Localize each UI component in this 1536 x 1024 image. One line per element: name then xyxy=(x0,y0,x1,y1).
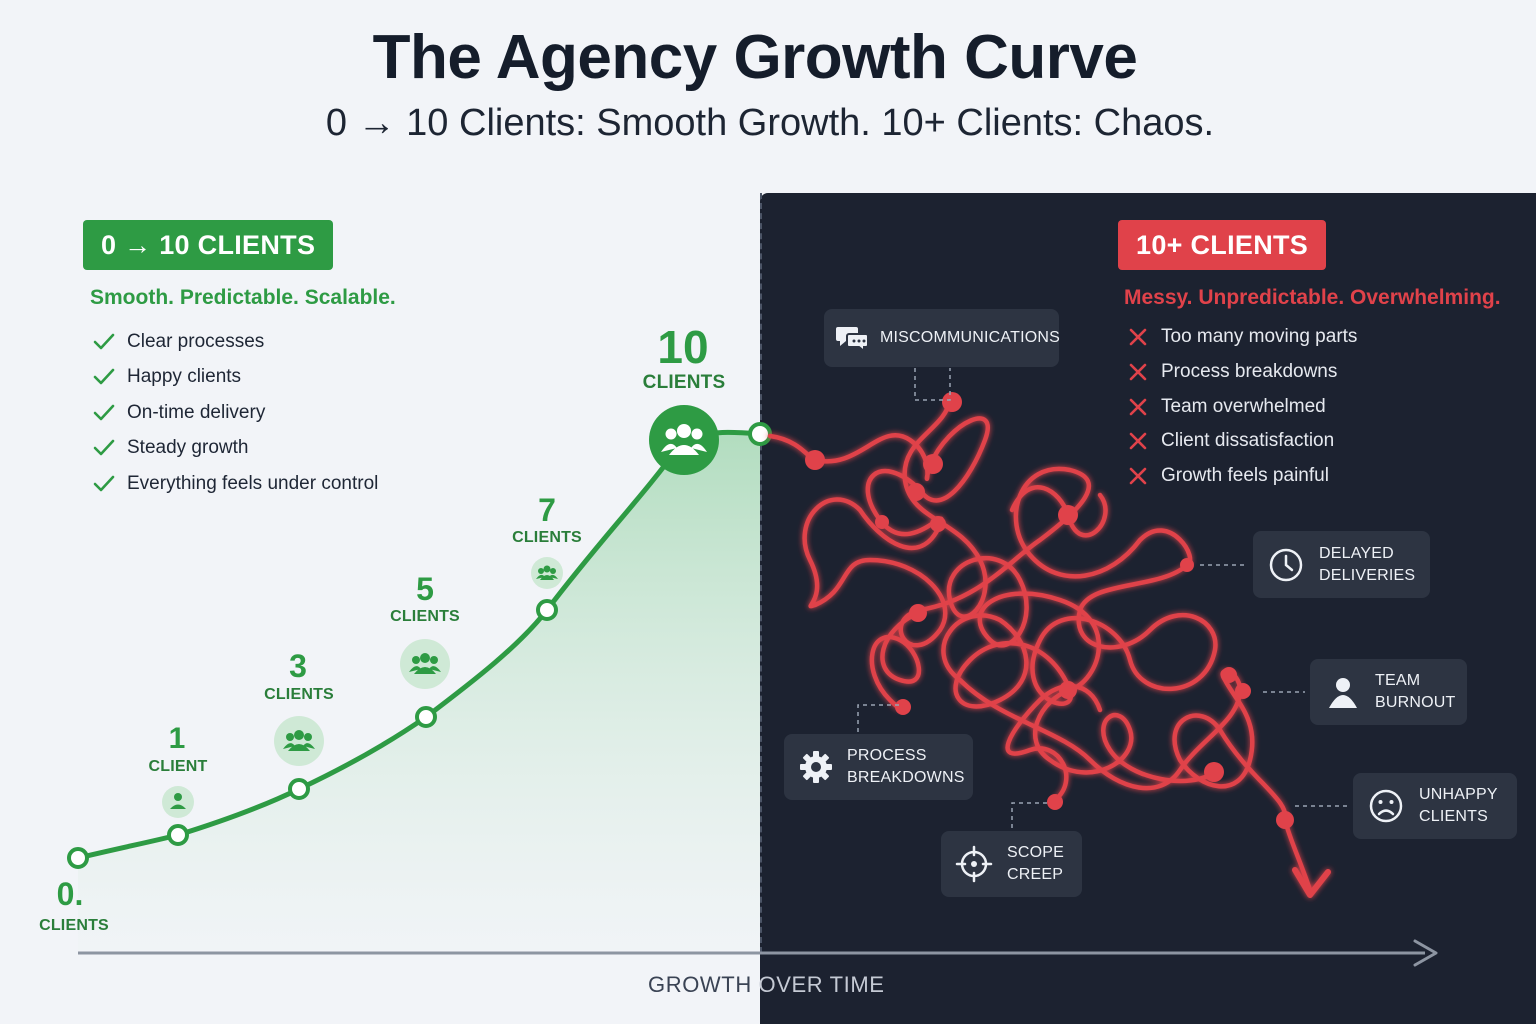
unhappy-clients-callout: UNHAPPY CLIENTS xyxy=(1353,773,1517,839)
x-icon xyxy=(1126,395,1150,419)
milestone-dot-0 xyxy=(67,847,89,869)
delayed-label-line1: DELAYED xyxy=(1319,544,1394,562)
check-icon xyxy=(92,365,116,389)
chaos-connectors xyxy=(857,368,1350,828)
time-axis-label-part1: GROWTH xyxy=(648,972,759,997)
growth-area-fill xyxy=(78,432,760,950)
person-icon xyxy=(1310,675,1375,709)
problem-item: Too many moving parts xyxy=(1126,320,1357,355)
check-icon xyxy=(92,401,116,425)
milestone-0-number: 0. xyxy=(56,876,84,912)
delayed-deliveries-callout: DELAYED DELIVERIES xyxy=(1253,531,1430,598)
check-icon xyxy=(92,436,116,460)
benefit-item: Everything feels under control xyxy=(92,466,378,502)
milestone-dot-7 xyxy=(536,599,558,621)
milestone-3-number: 3 xyxy=(289,648,307,684)
miscommunications-callout: MISCOMMUNICATIONS xyxy=(824,309,1060,367)
benefit-item: Clear processes xyxy=(92,324,378,360)
x-icon xyxy=(1126,360,1150,384)
x-icon xyxy=(1126,325,1150,349)
milestone-1-number: 1 xyxy=(168,722,186,755)
problem-item: Client dissatisfaction xyxy=(1126,424,1357,459)
milestone-7-icon xyxy=(531,557,563,589)
scope-label-line1: SCOPE xyxy=(1007,844,1065,861)
time-axis-label-part2: OVER TIME xyxy=(758,972,885,997)
page-title: The Agency Growth Curve xyxy=(372,23,1138,92)
benefit-text: On-time delivery xyxy=(127,401,266,423)
milestone-10-icon xyxy=(649,405,719,475)
time-axis-label: GROWTH OVER TIME xyxy=(648,972,885,998)
phase-2-badge: 10+ CLIENTS xyxy=(1118,220,1327,270)
problem-item: Growth feels painful xyxy=(1126,459,1357,494)
problem-item: Process breakdowns xyxy=(1126,355,1357,390)
benefit-item: Happy clients xyxy=(92,360,378,396)
problem-item: Team overwhelmed xyxy=(1126,389,1357,424)
phase-1-badge: 0 → 10 CLIENTS xyxy=(83,220,334,270)
problem-text: Too many moving parts xyxy=(1161,326,1358,348)
problem-text: Team overwhelmed xyxy=(1161,395,1326,417)
phase-2-problems-list: Too many moving parts Process breakdowns… xyxy=(1126,320,1357,493)
milestone-7-label: CLIENTS xyxy=(512,529,582,546)
milestone-10-label: CLIENTS xyxy=(642,372,726,393)
scope-creep-callout: SCOPE CREEP xyxy=(941,831,1082,897)
milestone-10-number: 10 xyxy=(657,321,709,373)
sad-face-icon xyxy=(1353,788,1419,824)
milestone-1-icon xyxy=(162,786,194,818)
benefit-text: Everything feels under control xyxy=(127,472,379,494)
burnout-label-line1: TEAM xyxy=(1375,672,1421,689)
phase-divider xyxy=(760,193,762,953)
x-icon xyxy=(1126,464,1150,488)
milestone-dot-5 xyxy=(415,706,437,728)
phase-2-tagline: Messy. Unpredictable. Overwhelming. xyxy=(1124,286,1501,309)
milestone-dot-transition xyxy=(748,422,772,446)
problem-text: Process breakdowns xyxy=(1161,361,1338,383)
team-burnout-callout: TEAM BURNOUT xyxy=(1310,659,1467,725)
process-label-line1: PROCESS xyxy=(847,747,927,764)
chaos-nodes xyxy=(805,392,1294,829)
gear-icon xyxy=(784,749,847,785)
milestone-dot-1 xyxy=(167,824,189,846)
benefit-text: Steady growth xyxy=(127,437,249,459)
milestone-5-icon xyxy=(400,639,450,689)
milestone-1-label: CLIENT xyxy=(148,758,208,775)
check-icon xyxy=(92,472,116,496)
benefit-text: Happy clients xyxy=(127,366,242,388)
benefit-item: Steady growth xyxy=(92,431,378,467)
phase-1-benefits-list: Clear processes Happy clients On-time de… xyxy=(92,324,378,502)
page-subtitle: 0 → 10 Clients: Smooth Growth. 10+ Clien… xyxy=(325,102,1215,144)
unhappy-label-line1: UNHAPPY xyxy=(1419,786,1498,803)
milestone-5-number: 5 xyxy=(416,571,434,607)
unhappy-label-line2: CLIENTS xyxy=(1419,808,1488,825)
process-breakdowns-callout: PROCESS BREAKDOWNS xyxy=(784,734,973,800)
milestone-5-label: CLIENTS xyxy=(390,608,460,625)
milestone-3-label: CLIENTS xyxy=(264,686,334,703)
phase-1-tagline: Smooth. Predictable. Scalable. xyxy=(90,286,396,309)
clock-icon xyxy=(1253,547,1319,583)
crosshair-icon xyxy=(941,845,1007,883)
chaos-tangle xyxy=(767,397,1331,898)
check-icon xyxy=(92,330,116,354)
benefit-item: On-time delivery xyxy=(92,395,378,431)
miscommunications-label: MISCOMMUNICATIONS xyxy=(880,329,1060,346)
milestone-dot-3 xyxy=(288,778,310,800)
milestone-3-icon xyxy=(274,716,324,766)
problem-text: Growth feels painful xyxy=(1161,465,1329,487)
burnout-label-line2: BURNOUT xyxy=(1375,694,1456,711)
chat-bubbles-icon xyxy=(824,324,880,352)
milestone-7-number: 7 xyxy=(538,492,556,528)
problem-text: Client dissatisfaction xyxy=(1161,430,1335,452)
benefit-text: Clear processes xyxy=(127,330,265,352)
time-axis-arrowhead xyxy=(1413,939,1438,967)
x-icon xyxy=(1126,429,1150,453)
milestone-0-label: CLIENTS xyxy=(39,917,109,934)
scope-label-line2: CREEP xyxy=(1007,866,1064,883)
process-label-line2: BREAKDOWNS xyxy=(847,769,965,786)
delayed-label-line2: DELIVERIES xyxy=(1319,566,1416,584)
